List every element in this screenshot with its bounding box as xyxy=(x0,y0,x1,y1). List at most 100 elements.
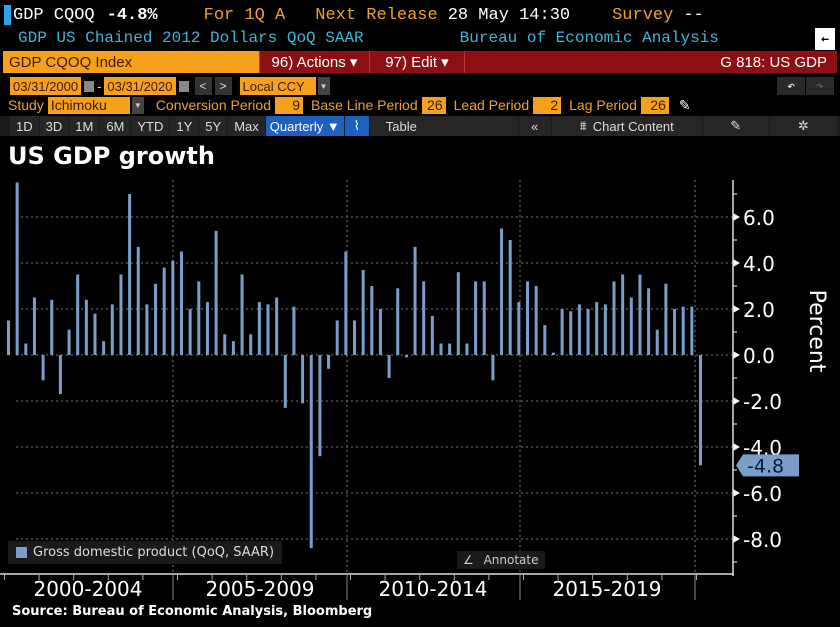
bar xyxy=(413,246,417,355)
range-1d[interactable]: 1D xyxy=(10,116,39,136)
bar xyxy=(110,304,114,355)
bar xyxy=(205,302,209,355)
study-select[interactable]: Ichimoku xyxy=(47,96,130,114)
frequency-select[interactable]: Quarterly ▼ xyxy=(265,116,344,136)
date-bar: 03/31/2000 - 03/31/2020 < > Local CCY ▼ xyxy=(0,77,840,95)
collapse-button[interactable]: « xyxy=(518,116,551,136)
y-tick-label: 4.0 xyxy=(743,252,775,276)
param-label: Lead Period xyxy=(453,97,530,113)
bar xyxy=(214,230,218,355)
chevron-down-icon[interactable]: ▼ xyxy=(317,77,330,95)
y-tick-label: -8.0 xyxy=(743,528,782,552)
export-doc-icon[interactable]: ← xyxy=(815,28,835,50)
y-axis-label: Percent xyxy=(804,290,829,373)
redo-icon[interactable]: ↷ xyxy=(806,77,834,95)
range-5y[interactable]: 5Y xyxy=(199,116,228,136)
table-button[interactable]: Table xyxy=(369,116,518,136)
chart-title: US GDP growth xyxy=(8,142,215,170)
chart-content-button[interactable]: ⩩ Chart Content xyxy=(551,116,702,136)
end-date-field[interactable]: 03/31/2020 xyxy=(104,77,176,95)
bar xyxy=(699,355,702,466)
x-group-label: 2010-2014 xyxy=(378,577,487,600)
bar xyxy=(586,309,590,355)
bar xyxy=(84,299,88,355)
bar xyxy=(309,355,313,549)
bar xyxy=(448,343,452,355)
bar xyxy=(534,286,538,355)
calendar-icon[interactable] xyxy=(178,80,189,92)
bar xyxy=(404,355,408,358)
lead-period-field[interactable]: 2 xyxy=(533,96,562,114)
annotate-icon: ∠ xyxy=(463,553,474,567)
range-1m[interactable]: 1M xyxy=(69,116,100,136)
bar xyxy=(180,251,183,355)
bar xyxy=(638,274,642,355)
y-tick xyxy=(733,305,740,313)
bar xyxy=(612,281,616,355)
bar xyxy=(15,182,19,355)
x-group-label: 2005-2009 xyxy=(205,577,314,600)
currency-select[interactable]: Local CCY xyxy=(239,77,316,95)
y-tick xyxy=(733,259,740,267)
bar xyxy=(526,281,529,355)
description: GDP US Chained 2012 Dollars QoQ SAAR xyxy=(18,29,364,47)
bar xyxy=(500,228,504,355)
y-tick-label: 0.0 xyxy=(743,344,775,368)
bar xyxy=(344,251,348,355)
undo-icon[interactable]: ↶ xyxy=(777,77,805,95)
y-tick xyxy=(733,443,740,451)
bar xyxy=(154,283,158,355)
bar xyxy=(318,355,322,457)
x-group-label: 2000-2004 xyxy=(33,577,142,600)
source-note: Source: Bureau of Economic Analysis, Blo… xyxy=(12,604,373,619)
legend-label: Gross domestic product (QoQ, SAAR) xyxy=(33,545,275,560)
survey-label: Survey xyxy=(612,5,674,25)
bar xyxy=(171,260,175,355)
range-3d[interactable]: 3D xyxy=(39,116,69,136)
bar xyxy=(465,343,469,355)
bar xyxy=(7,320,10,355)
edit-chart-icon[interactable]: ✎ xyxy=(702,116,769,136)
settings-gear-icon[interactable]: ✲ xyxy=(769,116,837,136)
param-label: Base Line Period xyxy=(310,97,418,113)
period: For 1Q A xyxy=(203,5,286,25)
y-tick-label: -6.0 xyxy=(743,482,782,506)
y-tick-label: 2.0 xyxy=(743,298,775,322)
bar xyxy=(456,272,460,355)
range-ytd[interactable]: YTD xyxy=(131,116,170,136)
last-value: -4.8% xyxy=(106,5,158,25)
security-field[interactable]: GDP CQOQ Index xyxy=(3,51,259,73)
next-release-label: Next Release xyxy=(315,5,438,25)
bar xyxy=(67,329,71,355)
range-6m[interactable]: 6M xyxy=(100,116,131,136)
start-date-field[interactable]: 03/31/2000 xyxy=(10,77,82,95)
bar xyxy=(76,274,80,355)
lag-period-field[interactable]: 26 xyxy=(640,96,669,114)
bar xyxy=(292,306,296,355)
bar xyxy=(577,304,581,355)
range-max[interactable]: Max xyxy=(228,116,265,136)
line-chart-icon[interactable]: ⌇ xyxy=(344,116,369,136)
base-line-period-field[interactable]: 26 xyxy=(421,96,446,114)
edit-button[interactable]: 97) Edit ▾ xyxy=(369,51,464,73)
function-title: G 818: US GDP xyxy=(464,51,837,73)
actions-button[interactable]: 96) Actions ▾ xyxy=(259,51,369,73)
annotate-label: Annotate xyxy=(483,553,539,567)
annotate-button[interactable]: ∠ Annotate xyxy=(457,551,545,569)
chevron-down-icon[interactable]: ▼ xyxy=(131,96,144,114)
bar xyxy=(673,309,677,355)
bar xyxy=(681,306,685,355)
next-period-button[interactable]: > xyxy=(214,77,232,95)
range-1y[interactable]: 1Y xyxy=(170,116,199,136)
bar xyxy=(327,355,331,369)
bar xyxy=(136,246,140,355)
conversion-period-field[interactable]: 9 xyxy=(274,96,303,114)
calendar-icon[interactable] xyxy=(84,80,95,92)
bar xyxy=(569,311,573,355)
pencil-icon[interactable]: ✎ xyxy=(678,96,691,113)
legend[interactable]: Gross domestic product (QoQ, SAAR) xyxy=(8,541,283,564)
study-bar: Study Ichimoku ▼ Conversion Period 9 Bas… xyxy=(0,96,840,114)
chart-content-label: Chart Content xyxy=(592,118,674,134)
prev-period-button[interactable]: < xyxy=(194,77,212,95)
bar xyxy=(517,302,521,355)
